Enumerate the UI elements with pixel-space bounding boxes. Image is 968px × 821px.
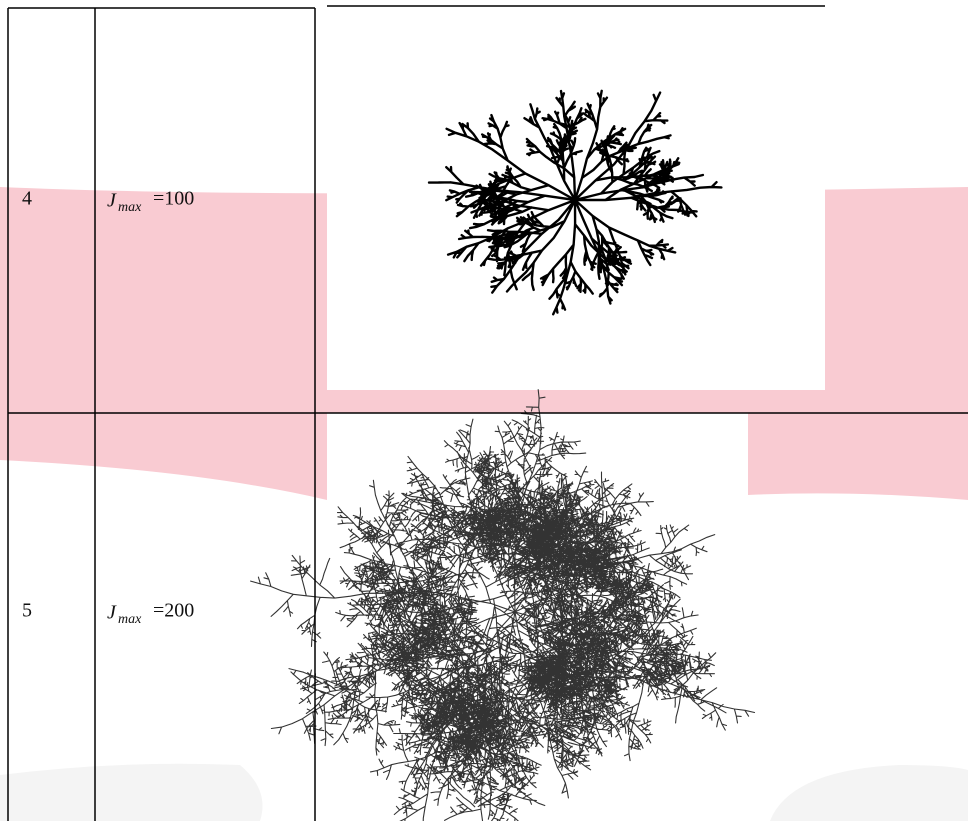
fractal-image [427, 89, 723, 316]
subscript: max [118, 612, 142, 627]
fractal-branches [427, 89, 723, 316]
row-number: 5 [22, 600, 32, 622]
value: =100 [153, 188, 194, 210]
watermark-shape [770, 765, 968, 821]
row-number: 4 [22, 188, 32, 210]
table-borders [7, 5, 968, 821]
symbol: J [107, 190, 117, 212]
subscript: max [118, 200, 142, 215]
watermark-shape [0, 763, 263, 821]
symbol: J [107, 602, 117, 624]
value: =200 [153, 600, 194, 622]
fractal-image [250, 389, 756, 821]
fractal-branches [250, 389, 756, 821]
